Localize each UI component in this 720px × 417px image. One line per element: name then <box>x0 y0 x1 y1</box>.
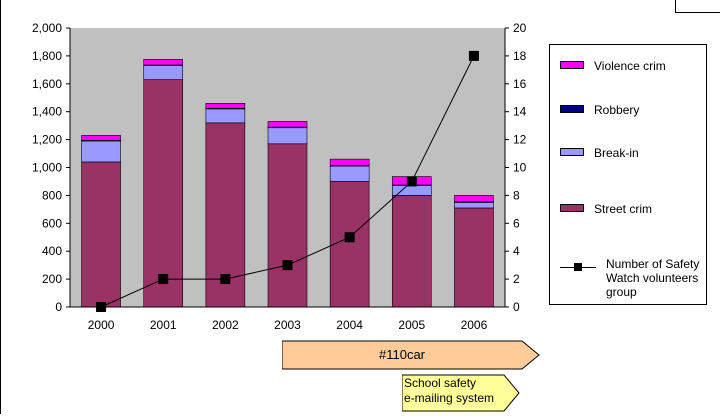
bar-street-crim-2001 <box>143 79 184 308</box>
legend-item-0: Violence crim <box>550 57 708 77</box>
left-tick-label: 800 <box>42 188 62 202</box>
bar-violence-crim-2003 <box>267 121 308 128</box>
x-tick-label: 2004 <box>336 318 363 332</box>
legend-swatch <box>560 105 584 113</box>
volunteer-point-2004 <box>344 232 355 243</box>
bar-street-crim-2006 <box>454 207 494 308</box>
email-arrow-shape <box>401 374 520 412</box>
bar-break-in-2003 <box>267 127 308 145</box>
x-tick-label: 2003 <box>274 318 301 332</box>
legend-label: Break-in <box>594 146 639 160</box>
email-timeline-arrow: School safety e-mailing system <box>401 374 520 412</box>
volunteer-point-2005 <box>406 176 417 187</box>
volunteer-point-2002 <box>220 274 231 285</box>
legend-item-2: Break-in <box>550 144 708 164</box>
legend-square-marker <box>574 263 582 271</box>
right-tick-label: 10 <box>513 161 527 175</box>
car-arrow-shape <box>281 340 540 370</box>
legend-label: Number of Safety Watch volunteers group <box>606 257 700 299</box>
x-tick-label: 2000 <box>88 318 115 332</box>
bar-break-in-2001 <box>143 65 184 80</box>
right-tick-label: 2 <box>513 272 520 286</box>
email-arrow-label: School safety e-mailing system <box>404 376 495 405</box>
right-tick-label: 20 <box>513 21 527 35</box>
right-tick-label: 14 <box>513 105 527 119</box>
volunteer-point-2006 <box>468 50 479 61</box>
volunteer-point-2000 <box>96 302 107 312</box>
bar-break-in-2002 <box>205 108 246 124</box>
legend-swatch <box>560 61 584 69</box>
frame-corner-tick <box>675 0 676 13</box>
bar-street-crim-2000 <box>81 161 121 308</box>
left-tick-label: 1,200 <box>32 133 62 147</box>
left-tick-label: 600 <box>42 216 62 230</box>
legend-swatch <box>560 148 584 156</box>
volunteer-point-2001 <box>158 274 169 285</box>
left-tick-label: 0 <box>55 300 62 314</box>
bar-violence-crim-2002 <box>205 103 246 109</box>
left-tick-label: 1,600 <box>32 77 62 91</box>
volunteer-point-2003 <box>282 260 293 271</box>
bar-street-crim-2004 <box>329 181 370 308</box>
x-tick-label: 2005 <box>398 318 425 332</box>
bar-street-crim-2005 <box>391 195 432 308</box>
right-tick-label: 0 <box>513 300 520 314</box>
right-tick-label: 12 <box>513 133 527 147</box>
chart-legend: Violence crim Robbery Break-in Street crim N… <box>549 44 707 305</box>
right-tick-label: 18 <box>513 49 527 63</box>
bar-street-crim-2003 <box>267 143 308 308</box>
legend-swatch <box>560 204 584 212</box>
bar-break-in-2004 <box>329 165 370 182</box>
right-tick-label: 16 <box>513 77 527 91</box>
bar-violence-crim-2001 <box>143 59 184 66</box>
left-tick-label: 2,000 <box>32 21 62 35</box>
right-tick-label: 6 <box>513 216 520 230</box>
x-tick-label: 2001 <box>150 318 177 332</box>
car-timeline-arrow: #110car <box>281 340 540 370</box>
legend-label: Violence crim <box>594 59 666 73</box>
legend-label: Robbery <box>594 103 640 117</box>
crime-volunteer-chart: 02004006008001,0001,2001,4001,6001,8002,… <box>32 21 527 332</box>
legend-item-1: Robbery <box>550 101 708 121</box>
x-tick-label: 2002 <box>212 318 239 332</box>
bar-break-in-2000 <box>81 140 121 163</box>
bar-violence-crim-2000 <box>81 135 121 141</box>
bar-break-in-2006 <box>454 202 494 209</box>
legend-label: Street crim <box>594 202 653 216</box>
left-tick-label: 400 <box>42 244 62 258</box>
left-tick-label: 200 <box>42 272 62 286</box>
right-tick-label: 8 <box>513 188 520 202</box>
x-tick-label: 2006 <box>461 318 488 332</box>
frame-corner-line <box>675 12 720 13</box>
car-arrow-label: #110car <box>378 347 425 362</box>
right-tick-label: 4 <box>513 244 520 258</box>
left-tick-label: 1,000 <box>32 161 62 175</box>
left-tick-label: 1,400 <box>32 105 62 119</box>
left-tick-label: 1,800 <box>32 49 62 63</box>
frame-left-border <box>0 0 1 414</box>
bar-violence-crim-2006 <box>454 195 494 202</box>
bar-violence-crim-2004 <box>329 158 370 166</box>
legend-item-3: Street crim <box>550 200 708 220</box>
legend-item-4: Number of Safety Watch volunteers group <box>550 257 708 303</box>
